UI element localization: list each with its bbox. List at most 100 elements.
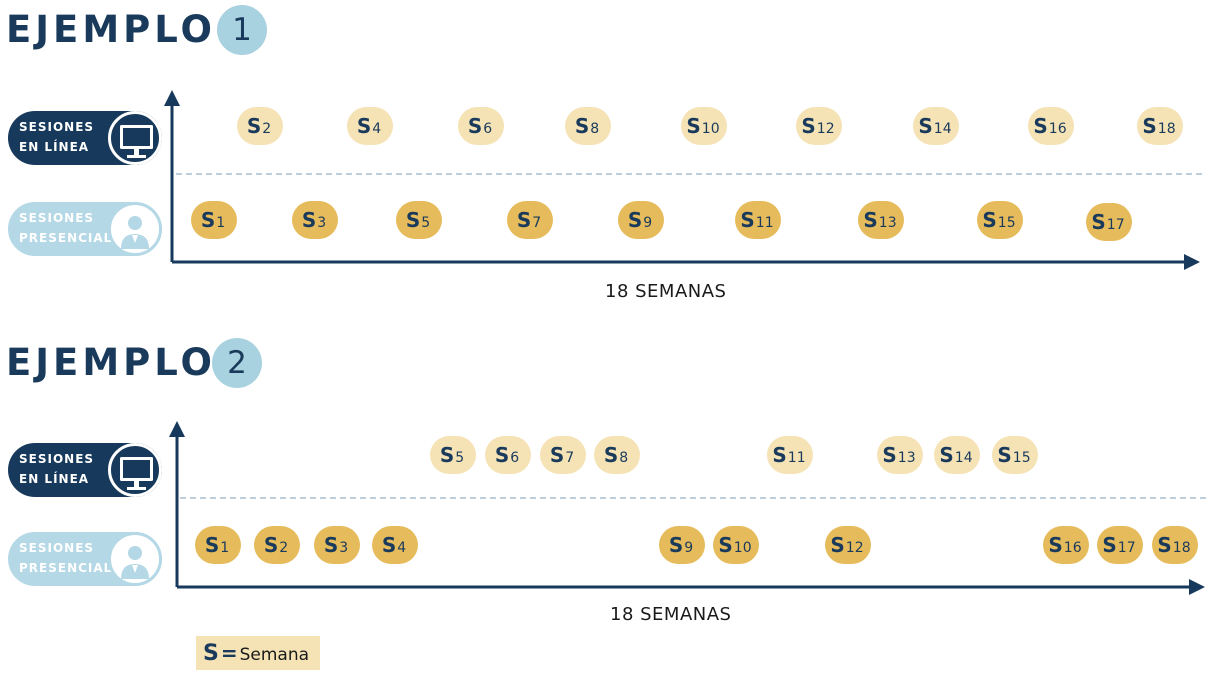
week-pill: S 17: [1097, 526, 1143, 564]
week-pill: S 12: [796, 107, 842, 145]
week-pill: S 15: [977, 201, 1023, 239]
week-number: 13: [897, 450, 916, 466]
week-letter: S: [918, 114, 933, 138]
week-number: 1: [220, 540, 230, 556]
presencial-sessions-label: SESIONES PRESENCIAL: [8, 532, 162, 586]
week-number: 10: [733, 540, 752, 556]
week-letter: S: [740, 208, 755, 232]
week-number: 3: [339, 540, 349, 556]
presencial-sessions-text: SESIONES PRESENCIAL: [19, 211, 113, 245]
week-number: 16: [1063, 540, 1082, 556]
week-pill: S 18: [1152, 526, 1198, 564]
week-letter: S: [686, 114, 701, 138]
example-number-badge: 2: [212, 338, 262, 388]
week-letter: S: [405, 208, 421, 232]
week-letter: S: [1033, 114, 1048, 138]
week-number: 17: [1106, 217, 1125, 233]
presencial-sessions-label: SESIONES PRESENCIAL: [8, 202, 162, 256]
week-letter: S: [882, 443, 897, 467]
week-letter: S: [494, 443, 510, 467]
legend-equals: =: [220, 641, 238, 665]
week-number: 4: [397, 540, 407, 556]
online-sessions-label: SESIONES EN LÍNEA: [8, 111, 162, 165]
online-sessions-text: SESIONES EN LÍNEA: [19, 120, 95, 154]
week-number: 2: [262, 121, 272, 137]
week-pill: S 12: [825, 526, 871, 564]
week-number: 7: [565, 450, 575, 466]
online-sessions-label: SESIONES EN LÍNEA: [8, 443, 162, 497]
week-letter: S: [204, 533, 220, 557]
legend: S = Semana: [196, 636, 320, 670]
week-pill: S 13: [858, 201, 904, 239]
week-letter: S: [830, 533, 845, 557]
week-letter: S: [801, 114, 816, 138]
week-number: 18: [1157, 121, 1176, 137]
week-letter: S: [323, 533, 339, 557]
week-letter: S: [381, 533, 397, 557]
week-number: 10: [701, 121, 720, 137]
week-number: 6: [483, 121, 493, 137]
week-pill: S 16: [1043, 526, 1089, 564]
week-number: 7: [532, 215, 542, 231]
monitor-icon: [108, 443, 162, 497]
week-pill: S 17: [1086, 203, 1132, 241]
example-number-badge: 1: [217, 5, 267, 55]
week-pill: S 11: [735, 201, 781, 239]
timeline-axes: [164, 90, 1203, 270]
example-title: EJEMPLO: [6, 341, 216, 384]
week-letter: S: [549, 443, 565, 467]
monitor-icon: [108, 111, 162, 165]
week-number: 4: [372, 121, 382, 137]
week-letter: S: [939, 443, 954, 467]
week-number: 5: [421, 215, 431, 231]
week-letter: S: [997, 443, 1012, 467]
online-sessions-text: SESIONES EN LÍNEA: [19, 452, 95, 486]
week-letter: S: [1091, 210, 1106, 234]
week-number: 17: [1117, 540, 1136, 556]
example-title: EJEMPLO: [6, 8, 216, 51]
week-number: 13: [878, 215, 897, 231]
week-letter: S: [1157, 533, 1172, 557]
week-number: 9: [643, 215, 653, 231]
week-pill: S 14: [913, 107, 959, 145]
week-number: 16: [1048, 121, 1067, 137]
week-number: 14: [954, 450, 973, 466]
week-number: 12: [845, 540, 864, 556]
week-letter: S: [668, 533, 684, 557]
week-letter: S: [574, 114, 590, 138]
axis-label: 18 SEMANAS: [605, 281, 727, 302]
axis-label: 18 SEMANAS: [610, 604, 732, 625]
presencial-sessions-text: SESIONES PRESENCIAL: [19, 541, 113, 575]
legend-text: Semana: [239, 644, 310, 665]
week-number: 8: [619, 450, 629, 466]
week-number: 15: [997, 215, 1016, 231]
week-number: 18: [1172, 540, 1191, 556]
week-letter: S: [863, 208, 878, 232]
week-letter: S: [627, 208, 643, 232]
week-number: 11: [755, 215, 774, 231]
week-number: 12: [816, 121, 835, 137]
week-letter: S: [301, 208, 317, 232]
week-letter: S: [246, 114, 262, 138]
week-letter: S: [516, 208, 532, 232]
week-pill: S 11: [767, 436, 813, 474]
week-pill: S 14: [934, 436, 980, 474]
week-letter: S: [718, 533, 733, 557]
week-pill: S 15: [992, 436, 1038, 474]
week-number: 2: [279, 540, 289, 556]
